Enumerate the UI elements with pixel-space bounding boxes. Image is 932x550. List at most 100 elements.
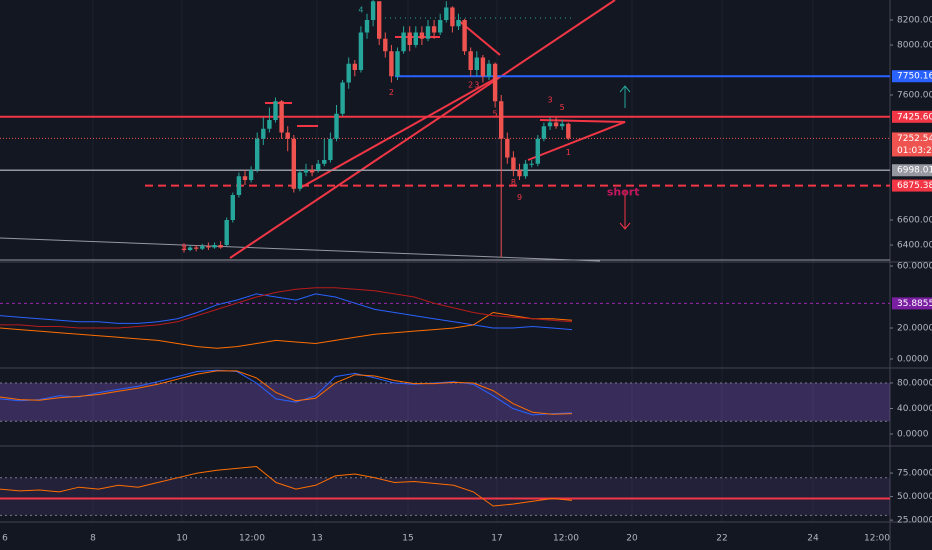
sequence-count: 5 [493, 109, 498, 118]
candle-body [187, 247, 193, 250]
candle-body [456, 20, 461, 27]
candle-body [444, 7, 449, 20]
candle-body [383, 38, 388, 52]
sequence-count: 5 [560, 103, 565, 112]
price-label: 6998.01 [897, 166, 932, 176]
drawings [0, 0, 890, 262]
x-tick-label: 13 [311, 534, 322, 544]
candle-body [248, 170, 254, 180]
candle-body [261, 128, 266, 139]
candle-body [303, 170, 309, 173]
sequence-count: 4 [358, 6, 363, 15]
band [0, 382, 890, 422]
candle-body [389, 51, 394, 77]
indicator-line [0, 287, 573, 329]
band [0, 477, 890, 516]
y-tick-label: 6400.00 [897, 241, 932, 251]
candle-body [212, 245, 217, 248]
y-tick-label: 0.0000 [897, 429, 929, 439]
candle-body [346, 63, 351, 83]
marker-label: 35.8855 [897, 299, 932, 309]
candle-body [297, 172, 303, 189]
sequence-count: 1 [566, 148, 571, 157]
candle-body [206, 246, 211, 248]
y-tick-label: 25.0000 [897, 516, 932, 526]
countdown: 01:03:20 [897, 146, 932, 156]
x-tick-label: 15 [402, 534, 413, 544]
price-label-bg [892, 70, 932, 83]
x-tick-label: 20 [626, 534, 638, 544]
candle-body [438, 20, 443, 33]
candle-body [316, 163, 321, 170]
candle-body [450, 7, 455, 27]
y-tick-label: 20.0000 [897, 324, 932, 334]
x-tick-label: 12:00 [864, 534, 890, 544]
candle-body [413, 32, 418, 45]
candle-body [486, 63, 492, 77]
candle-body [352, 63, 357, 70]
price-label-bg [892, 110, 932, 123]
y-tick-label: 50.0000 [897, 492, 932, 502]
x-tick-label: 24 [807, 534, 819, 544]
indicator-line [0, 369, 573, 416]
candle-body [255, 138, 260, 170]
candle-body [541, 126, 547, 139]
y-tick-label: 8200.00 [897, 16, 932, 26]
x-tick-label: 12:00 [239, 534, 265, 544]
candle-body [291, 138, 296, 189]
candle-body [425, 26, 431, 39]
candle-body [553, 122, 559, 127]
x-tick-label: 6 [2, 534, 8, 544]
candle-body [401, 32, 406, 52]
price-label: 7425.60 [897, 112, 932, 122]
candle-body [285, 132, 290, 139]
candle-body [480, 57, 486, 77]
candle-body [505, 138, 510, 158]
y-tick-label: 0.0000 [897, 355, 929, 365]
indicator-line [0, 465, 573, 507]
x-tick-label: 17 [491, 534, 502, 544]
candle-body [523, 163, 528, 177]
candle-body [547, 122, 553, 127]
candle-body [364, 20, 370, 33]
candle-body [370, 1, 376, 20]
candle-body [419, 32, 425, 39]
price-label-bg [892, 179, 932, 192]
candle-body [535, 138, 540, 164]
x-tick-label: 8 [90, 534, 96, 544]
sequence-count: 9 [517, 193, 522, 202]
sequence-count: 3 [474, 81, 479, 90]
x-tick-label: 22 [716, 534, 727, 544]
candle-body [224, 220, 229, 245]
last-price-label: 7252.54 [897, 134, 932, 144]
y-tick-label: 80.0000 [897, 378, 932, 388]
candle-body [334, 113, 339, 139]
candle-body [279, 101, 284, 133]
candle-body [468, 51, 473, 70]
short-label: short [607, 186, 640, 199]
candle-body [328, 138, 333, 160]
sequence-count: 9 [181, 242, 186, 251]
price-label-bg [892, 164, 932, 177]
candle-body [529, 163, 534, 165]
candle-body [358, 32, 364, 70]
candle-body [407, 32, 412, 45]
marker-bg [892, 297, 932, 310]
last-price-bg [892, 132, 932, 157]
candle-body [517, 170, 522, 177]
candle-body [431, 26, 437, 33]
candle-body [395, 51, 400, 77]
candle-body [511, 157, 516, 170]
candle-body [566, 123, 571, 139]
candle-body [181, 248, 187, 250]
y-tick-label: 6600.00 [897, 216, 932, 226]
candle-body [236, 176, 242, 195]
indicator-line [0, 311, 573, 349]
y-tick-label: 7600.00 [897, 91, 932, 101]
price-label: 6875.38 [897, 181, 932, 191]
candle-body [230, 195, 235, 220]
indicator-line [0, 370, 573, 415]
x-tick-label: 10 [176, 534, 188, 544]
